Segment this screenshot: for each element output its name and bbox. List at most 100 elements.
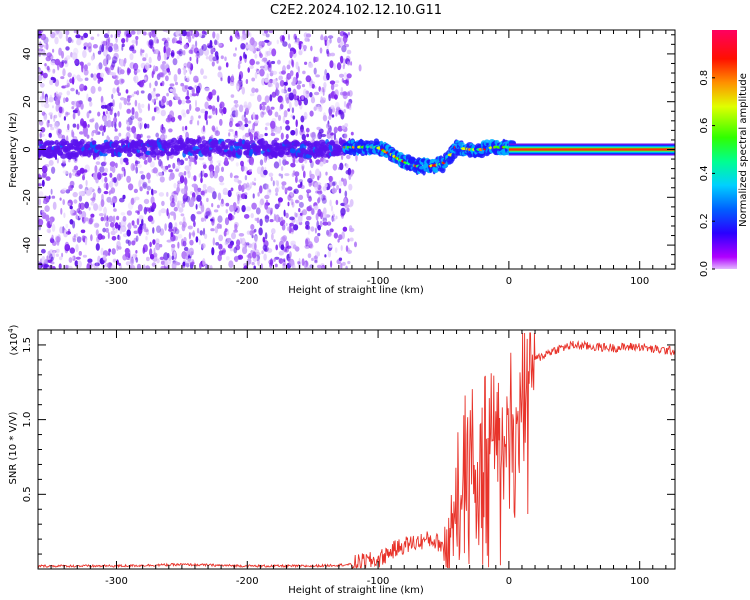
noise-speckle <box>91 55 94 61</box>
noise-speckle <box>164 168 167 173</box>
noise-speckle <box>127 121 130 128</box>
noise-speckle <box>320 133 327 138</box>
noise-speckle <box>231 232 236 240</box>
noise-speckle <box>183 171 187 176</box>
noise-speckle <box>262 244 268 251</box>
noise-speckle <box>181 126 185 132</box>
noise-speckle <box>224 217 230 226</box>
noise-speckle <box>155 93 161 97</box>
noise-speckle <box>295 128 298 136</box>
noise-speckle <box>306 133 309 138</box>
noise-speckle <box>169 211 176 216</box>
noise-speckle <box>181 188 187 195</box>
noise-speckle <box>41 212 47 220</box>
noise-speckle <box>85 179 88 187</box>
noise-speckle <box>137 204 143 212</box>
noise-speckle <box>114 112 117 118</box>
noise-speckle <box>149 161 155 168</box>
noise-speckle <box>263 156 267 163</box>
noise-speckle <box>313 255 319 259</box>
noise-speckle <box>176 54 180 60</box>
noise-speckle <box>338 167 341 170</box>
noise-speckle <box>97 111 101 117</box>
noise-speckle <box>218 162 221 167</box>
noise-speckle <box>203 173 208 178</box>
colorbar: 0.00.20.40.60.8 Normalized spectral ampl… <box>699 30 749 277</box>
noise-speckle <box>315 168 320 177</box>
noise-speckle <box>256 70 260 74</box>
noise-speckle <box>79 214 82 219</box>
noise-speckle <box>266 207 272 214</box>
noise-speckle <box>168 176 172 181</box>
noise-speckle <box>72 238 77 243</box>
noise-speckle <box>177 241 180 249</box>
noise-speckle <box>60 189 66 194</box>
noise-speckle <box>45 96 48 102</box>
noise-speckle <box>182 221 187 228</box>
noise-speckle <box>115 227 118 234</box>
noise-speckle <box>177 68 182 75</box>
noise-speckle <box>109 190 113 194</box>
noise-speckle <box>38 48 44 52</box>
noise-speckle <box>160 109 166 117</box>
noise-speckle <box>194 160 198 165</box>
noise-speckle <box>177 200 183 206</box>
noise-speckle <box>51 223 56 232</box>
noise-speckle <box>92 44 98 49</box>
noise-speckle <box>143 76 147 81</box>
noise-speckle <box>184 125 188 131</box>
noise-speckle <box>303 170 306 179</box>
noise-speckle <box>247 67 250 73</box>
noise-speckle <box>325 123 330 129</box>
noise-speckle <box>135 160 141 165</box>
noise-speckle <box>147 215 154 222</box>
noise-speckle <box>53 122 59 129</box>
noise-speckle <box>165 75 169 82</box>
noise-speckle <box>78 210 83 215</box>
noise-speckle <box>90 213 95 218</box>
noise-speckle <box>290 162 296 168</box>
noise-speckle <box>220 201 225 207</box>
noise-speckle <box>208 91 213 100</box>
noise-speckle <box>198 157 205 161</box>
noise-speckle <box>276 39 279 45</box>
noise-speckle <box>198 115 201 119</box>
noise-speckle <box>129 62 135 69</box>
noise-speckle <box>111 165 116 174</box>
noise-speckle <box>258 134 264 138</box>
noise-speckle <box>281 35 285 42</box>
noise-speckle <box>259 185 263 194</box>
noise-speckle <box>292 115 296 120</box>
noise-speckle <box>280 244 285 251</box>
noise-speckle <box>146 185 151 191</box>
noise-speckle <box>313 205 319 211</box>
noise-speckle <box>83 32 88 39</box>
noise-speckle <box>267 109 273 116</box>
noise-speckle <box>195 190 200 196</box>
noise-speckle <box>59 256 63 261</box>
noise-speckle <box>221 198 224 205</box>
ridge-blob <box>295 141 301 147</box>
noise-speckle <box>304 244 311 249</box>
noise-speckle <box>88 110 92 114</box>
noise-speckle <box>90 36 95 41</box>
noise-speckle <box>161 123 164 131</box>
noise-speckle <box>166 67 170 73</box>
noise-speckle <box>90 234 93 242</box>
noise-speckle <box>350 169 355 175</box>
noise-speckle <box>228 132 231 137</box>
noise-speckle <box>54 58 61 66</box>
noise-speckle <box>329 92 336 99</box>
noise-speckle <box>133 62 139 71</box>
noise-speckle <box>114 121 117 129</box>
noise-speckle <box>238 71 244 80</box>
noise-speckle <box>301 164 305 170</box>
noise-speckle <box>242 183 248 190</box>
noise-speckle <box>107 231 110 240</box>
noise-speckle <box>216 223 221 229</box>
noise-speckle <box>39 41 42 47</box>
noise-speckle <box>354 241 357 248</box>
noise-speckle <box>270 176 273 182</box>
noise-speckle <box>275 87 278 96</box>
noise-speckle <box>75 100 82 108</box>
